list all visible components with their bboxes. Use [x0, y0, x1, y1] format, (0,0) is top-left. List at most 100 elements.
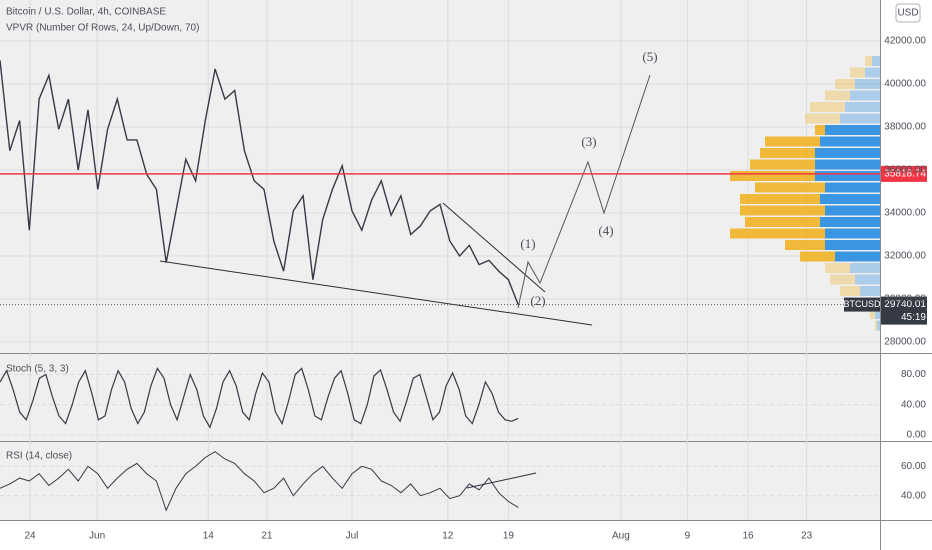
vp-down [730, 171, 815, 181]
y-tick-label: 0.00 [907, 430, 927, 441]
vp-down [825, 90, 850, 101]
vp-down [765, 136, 820, 147]
last-price-label: 29740.01 [884, 299, 926, 310]
vp-up [825, 228, 880, 239]
pane-background [0, 0, 880, 520]
vp-down [815, 125, 825, 135]
level-label: 35818.74 [884, 169, 926, 180]
grid [0, 0, 880, 520]
x-tick-label: 16 [742, 531, 754, 542]
vp-down [750, 159, 815, 170]
vp-up [825, 240, 880, 250]
y-tick-label: 40.00 [901, 399, 926, 410]
vp-up [835, 251, 880, 262]
vp-up [815, 171, 880, 181]
y-tick-label: 34000.00 [884, 208, 926, 219]
vp-up [840, 113, 880, 124]
y-tick-label: 40.00 [901, 490, 926, 501]
x-tick-label: 23 [801, 531, 813, 542]
vp-up [860, 286, 880, 296]
vp-down [870, 309, 875, 319]
vp-down [805, 113, 840, 124]
price-line [0, 367, 519, 429]
x-tick-label: 19 [503, 531, 515, 542]
rsi-trendline [466, 472, 537, 489]
vp-up [872, 56, 880, 66]
vp-up [820, 136, 880, 147]
vp-up [875, 309, 880, 319]
level-tag [881, 165, 927, 182]
vp-up [815, 159, 880, 170]
y-tick-label: 60.00 [901, 461, 926, 472]
vp-up [825, 182, 880, 193]
vp-down [875, 320, 877, 331]
wave-label: (2) [530, 293, 545, 308]
y-tick-label: 30000.00 [884, 294, 926, 305]
vp-up [877, 320, 880, 331]
wave-label: (4) [598, 223, 613, 238]
x-tick-label: Jul [346, 531, 359, 542]
price-line [0, 451, 519, 512]
vp-up [850, 90, 880, 101]
x-tick-label: Aug [612, 531, 630, 542]
vp-down [740, 194, 820, 204]
x-tick-label: 12 [442, 531, 454, 542]
trendline [159, 260, 593, 326]
y-tick-label: 28000.00 [884, 337, 926, 348]
currency[interactable]: USD [897, 8, 918, 19]
vp-down [850, 67, 865, 78]
vp-up [845, 102, 880, 112]
vp-up [855, 274, 880, 285]
x-tick-label: Jun [89, 531, 105, 542]
vp-down [800, 251, 835, 262]
y-tick-label: 42000.00 [884, 36, 926, 47]
wave-label: (1) [520, 236, 535, 251]
vp-up [855, 79, 880, 89]
vp-down [840, 286, 860, 296]
vp-down [745, 217, 820, 227]
y-tick-label: 32000.00 [884, 251, 926, 262]
price-axis [880, 0, 932, 550]
last-price-tag [881, 296, 927, 325]
vp-down [730, 228, 825, 239]
x-tick-label: 9 [685, 531, 691, 542]
wave-projection [517, 74, 651, 309]
vp-down [760, 148, 815, 158]
vp-up [825, 125, 880, 135]
stoch-label: Stoch (5, 3, 3) [6, 364, 69, 375]
y-tick-label: 80.00 [901, 369, 926, 380]
indicator-label: VPVR (Number Of Rows, 24, Up/Down, 70) [6, 23, 199, 34]
series [0, 60, 519, 512]
wave-label: (5) [642, 49, 657, 64]
symbol-tag [844, 297, 880, 312]
vp-down [740, 205, 825, 216]
vp-up [820, 217, 880, 227]
x-tick-label: 21 [261, 531, 273, 542]
vp-up [850, 263, 880, 273]
y-tick-label: 40000.00 [884, 79, 926, 90]
vp-down [785, 240, 825, 250]
vp-down [865, 56, 872, 66]
vp-down [825, 263, 850, 273]
x-tick-label: 24 [24, 531, 36, 542]
symbol: BTCUSD [843, 299, 881, 309]
wave-label: (3) [581, 134, 596, 149]
currency-button[interactable] [895, 3, 921, 23]
volume-profile [730, 56, 880, 331]
countdown: 45:19 [901, 312, 926, 323]
vp-down [810, 102, 845, 112]
rsi-label: RSI (14, close) [6, 451, 72, 462]
vp-up [825, 205, 880, 216]
vp-down [755, 182, 825, 193]
vp-up [820, 194, 880, 204]
vp-down [835, 79, 855, 89]
vp-up [865, 67, 880, 78]
vp-down [830, 274, 855, 285]
y-tick-label: 38000.00 [884, 122, 926, 133]
trendline [442, 202, 546, 293]
overlays: 35818.74 BTCUSD 29740.01 45:19 [0, 165, 927, 325]
chart-title: Bitcoin / U.S. Dollar, 4h, COINBASE [6, 7, 166, 18]
x-tick-label: 14 [203, 531, 215, 542]
vp-up [815, 148, 880, 158]
